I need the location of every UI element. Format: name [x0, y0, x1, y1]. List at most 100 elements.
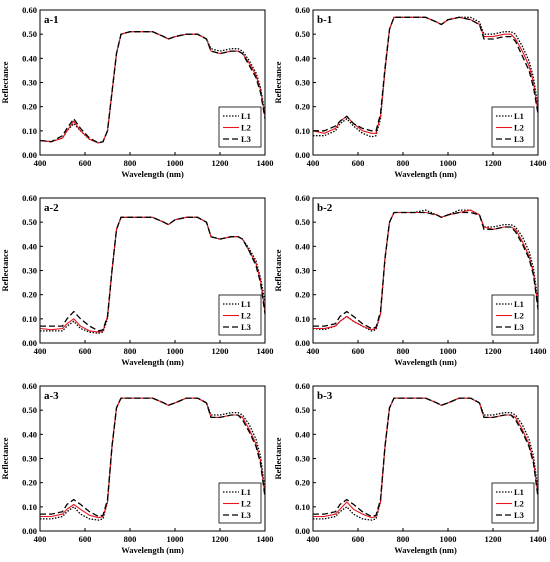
- x-tick-label: 800: [124, 534, 137, 544]
- y-axis-title: Reflectance: [0, 249, 10, 291]
- y-tick-label: 0.60: [295, 381, 310, 391]
- x-tick-label: 1200: [212, 158, 229, 168]
- series-line-l3: [40, 216, 266, 332]
- y-tick-label: 0.40: [22, 429, 37, 439]
- y-tick-label: 0.40: [22, 241, 37, 251]
- y-tick-label: 0.00: [295, 150, 310, 160]
- x-tick-label: 1200: [212, 534, 229, 544]
- y-tick-label: 0.40: [295, 241, 310, 251]
- x-tick-label: 1200: [485, 534, 502, 544]
- y-tick-label: 0.30: [22, 454, 37, 464]
- y-tick-label: 0.00: [22, 526, 37, 536]
- legend-label-l2: L2: [241, 499, 251, 509]
- x-tick-label: 1000: [167, 346, 184, 356]
- legend-label-l3: L3: [241, 322, 251, 332]
- y-tick-label: 0.40: [22, 53, 37, 63]
- x-tick-label: 800: [397, 346, 410, 356]
- y-axis-title: Reflectance: [273, 61, 283, 103]
- legend-label-l1: L1: [514, 299, 524, 309]
- x-tick-label: 1400: [257, 346, 274, 356]
- x-tick-label: 1000: [440, 346, 457, 356]
- x-tick-label: 400: [307, 158, 320, 168]
- x-tick-label: 400: [34, 534, 47, 544]
- panel-label: a-3: [44, 390, 59, 402]
- legend-label-l3: L3: [514, 510, 524, 520]
- y-tick-label: 0.60: [22, 5, 37, 15]
- x-tick-label: 800: [397, 158, 410, 168]
- x-tick-label: 600: [79, 346, 92, 356]
- x-tick-label: 1000: [440, 534, 457, 544]
- y-tick-label: 0.20: [295, 102, 310, 112]
- x-tick-label: 800: [124, 346, 137, 356]
- y-tick-label: 0.00: [22, 338, 37, 348]
- panel-label: b-3: [317, 390, 333, 402]
- y-tick-label: 0.00: [295, 526, 310, 536]
- x-tick-label: 600: [352, 346, 365, 356]
- x-axis-title: Wavelength (nm): [394, 357, 457, 367]
- x-tick-label: 1400: [530, 534, 547, 544]
- y-tick-label: 0.40: [295, 429, 310, 439]
- legend-label-l1: L1: [514, 487, 524, 497]
- panel-label: b-1: [317, 14, 332, 26]
- legend-label-l1: L1: [241, 487, 251, 497]
- legend-label-l3: L3: [514, 134, 524, 144]
- legend-label-l1: L1: [241, 299, 251, 309]
- y-tick-label: 0.50: [22, 29, 37, 39]
- y-tick-label: 0.50: [295, 405, 310, 415]
- chart-panel-a-2: 0.00 0.10 0.20 0.30 0.40 0.50 0.60 400 600 800 100…: [0, 193, 274, 367]
- series-line-l3: [40, 397, 266, 518]
- y-tick-label: 0.50: [295, 217, 310, 227]
- y-tick-label: 0.10: [22, 126, 37, 136]
- y-tick-label: 0.60: [22, 381, 37, 391]
- x-axis-title: Wavelength (nm): [394, 545, 457, 555]
- legend-label-l3: L3: [514, 322, 524, 332]
- x-axis-title: Wavelength (nm): [394, 169, 457, 179]
- x-tick-label: 400: [34, 158, 47, 168]
- chart-panel-a-3: 0.00 0.10 0.20 0.30 0.40 0.50 0.60 400 600 800 100…: [0, 381, 274, 555]
- y-tick-label: 0.30: [295, 454, 310, 464]
- y-tick-label: 0.30: [295, 78, 310, 88]
- legend-label-l2: L2: [514, 311, 524, 321]
- series-line-l3: [39, 31, 266, 144]
- y-tick-label: 0.20: [22, 290, 37, 300]
- y-tick-label: 0.60: [295, 5, 310, 15]
- chart-panel-a-1: 0.00 0.10 0.20 0.30 0.40 0.50 0.60 400 600 800 100…: [0, 5, 274, 179]
- y-tick-label: 0.10: [22, 314, 37, 324]
- y-tick-label: 0.10: [295, 126, 310, 136]
- panel-label: a-1: [44, 14, 59, 26]
- panel-label: a-2: [44, 202, 59, 214]
- y-tick-label: 0.00: [22, 150, 37, 160]
- x-tick-label: 600: [352, 534, 365, 544]
- y-tick-label: 0.50: [295, 29, 310, 39]
- x-tick-label: 1400: [530, 158, 547, 168]
- y-tick-label: 0.00: [295, 338, 310, 348]
- x-tick-label: 1400: [257, 158, 274, 168]
- x-axis-title: Wavelength (nm): [121, 357, 184, 367]
- y-tick-label: 0.60: [22, 193, 37, 203]
- x-tick-label: 800: [124, 158, 137, 168]
- legend-label-l3: L3: [241, 134, 251, 144]
- y-tick-label: 0.30: [22, 266, 37, 276]
- x-tick-label: 600: [79, 534, 92, 544]
- panel-label: b-2: [317, 202, 333, 214]
- y-tick-label: 0.50: [22, 217, 37, 227]
- y-tick-label: 0.20: [22, 478, 37, 488]
- y-axis-title: Reflectance: [273, 249, 283, 291]
- series-line-l3: [313, 16, 539, 132]
- chart-panel-b-2: 0.00 0.10 0.20 0.30 0.40 0.50 0.60 400 600 800 100…: [273, 193, 547, 367]
- y-tick-label: 0.30: [22, 78, 37, 88]
- x-tick-label: 1400: [257, 534, 274, 544]
- y-tick-label: 0.40: [295, 53, 310, 63]
- x-tick-label: 800: [397, 534, 410, 544]
- y-tick-label: 0.10: [295, 502, 310, 512]
- legend-label-l1: L1: [514, 111, 524, 121]
- series-line-l3: [313, 211, 539, 330]
- y-tick-label: 0.10: [22, 502, 37, 512]
- x-tick-label: 1200: [212, 346, 229, 356]
- x-tick-label: 1200: [485, 346, 502, 356]
- legend-label-l2: L2: [241, 311, 251, 321]
